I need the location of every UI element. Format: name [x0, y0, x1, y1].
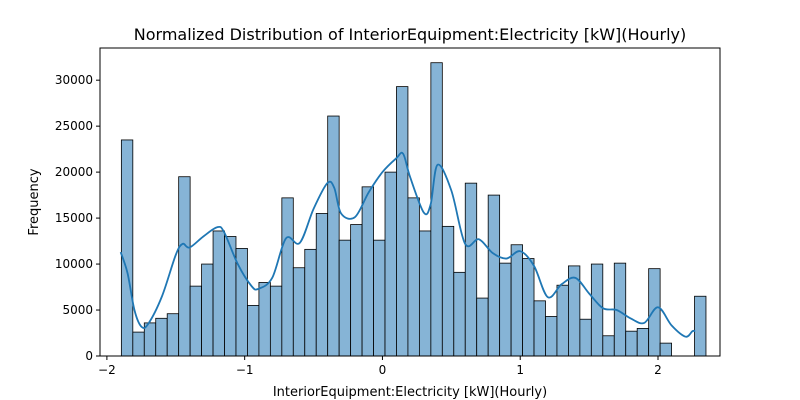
histogram-bar [464, 182, 478, 357]
histogram-bar [189, 285, 202, 357]
x-tick-label: −2 [98, 363, 116, 377]
histogram-bar [350, 224, 363, 357]
histogram-bar [487, 194, 501, 357]
y-tick-label: 30000 [55, 73, 93, 87]
histogram-bar [476, 297, 489, 357]
histogram-bar [396, 86, 409, 357]
histogram-bar [384, 171, 397, 357]
histogram-bar [315, 213, 329, 357]
histogram-bar [522, 258, 535, 357]
y-tick-label: 10000 [55, 257, 93, 271]
y-axis-label: Frequency [27, 168, 42, 235]
histogram-bar [155, 317, 168, 357]
histogram-bars [120, 62, 707, 357]
histogram-bar [499, 262, 512, 357]
histogram-bar [453, 271, 466, 357]
histogram-bar [361, 186, 374, 357]
histogram-bar [247, 305, 260, 357]
y-tick-label: 15000 [55, 211, 93, 225]
histogram-bar [178, 176, 191, 357]
histogram-bar [338, 239, 352, 357]
histogram-bar [579, 318, 592, 357]
histogram-bar [373, 239, 386, 357]
histogram-bar [533, 300, 546, 357]
x-tick-label: 1 [516, 363, 524, 377]
y-tick-label: 0 [85, 349, 93, 363]
histogram-bar [327, 115, 340, 357]
histogram-bar [636, 328, 650, 357]
histogram-bar [269, 285, 283, 357]
histogram-bar [590, 263, 604, 357]
x-tick-label: −1 [236, 363, 254, 377]
histogram-bar [694, 295, 707, 357]
plot-frame [99, 47, 721, 357]
histogram-bar [510, 244, 523, 357]
histogram-bar [304, 248, 317, 357]
histogram-bar [201, 263, 214, 357]
histogram-bar [281, 197, 294, 357]
kde-curve [119, 151, 696, 338]
y-tick-label: 20000 [55, 165, 93, 179]
histogram-bar [132, 331, 145, 357]
histogram-bar [407, 197, 420, 357]
histogram-bar [120, 139, 134, 357]
x-tick-label: 2 [654, 363, 662, 377]
histogram-bar [602, 335, 615, 357]
histogram-bar [212, 230, 225, 357]
histogram-bar [292, 267, 306, 357]
x-tick-label: 0 [379, 363, 387, 377]
histogram-bar [430, 62, 443, 357]
x-axis-ticks: −2 −1 0 1 2 [98, 356, 662, 377]
y-axis-ticks: 0 5000 10000 15000 20000 25000 30000 [55, 73, 100, 363]
histogram-bar [648, 268, 661, 357]
y-tick-label: 25000 [55, 119, 93, 133]
histogram-bar [625, 330, 638, 357]
x-axis-label: InteriorEquipment:Electricity [kW](Hourl… [273, 385, 547, 400]
y-tick-label: 5000 [62, 303, 93, 317]
histogram-bar [258, 282, 271, 357]
histogram-bar [418, 230, 432, 357]
histogram-bar [441, 225, 455, 357]
histogram-bar [659, 342, 672, 357]
histogram-bar [556, 284, 569, 357]
histogram-bar [166, 313, 180, 357]
histogram-bar [545, 316, 558, 357]
chart-title: Normalized Distribution of InteriorEquip… [134, 25, 686, 44]
